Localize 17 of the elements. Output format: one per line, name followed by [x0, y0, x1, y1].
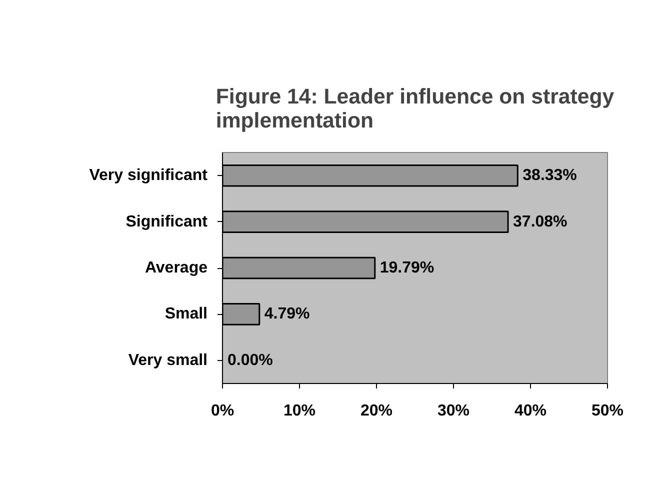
- data-label: 38.33%: [522, 167, 577, 184]
- x-tick-label: 50%: [591, 402, 624, 420]
- y-tick-label: Very small: [128, 352, 208, 369]
- x-tick-label: 40%: [514, 402, 547, 420]
- x-tick-label: 30%: [437, 402, 470, 420]
- data-label: 0.00%: [228, 352, 273, 369]
- y-tick-label: Significant: [126, 213, 208, 230]
- y-tick-label: Very significant: [89, 167, 208, 184]
- y-tick-label: Small: [164, 306, 208, 323]
- x-tick-label: 0%: [210, 402, 234, 420]
- data-label: 4.79%: [264, 306, 310, 323]
- data-label: 37.08%: [513, 213, 568, 230]
- chart-title: Figure 14: Leader influence on strategy implementation: [216, 84, 614, 132]
- y-tick-label: Average: [144, 260, 208, 276]
- data-label: 19.79%: [380, 260, 434, 276]
- x-tick-label: 20%: [360, 402, 393, 420]
- x-tick-label: 10%: [283, 402, 316, 420]
